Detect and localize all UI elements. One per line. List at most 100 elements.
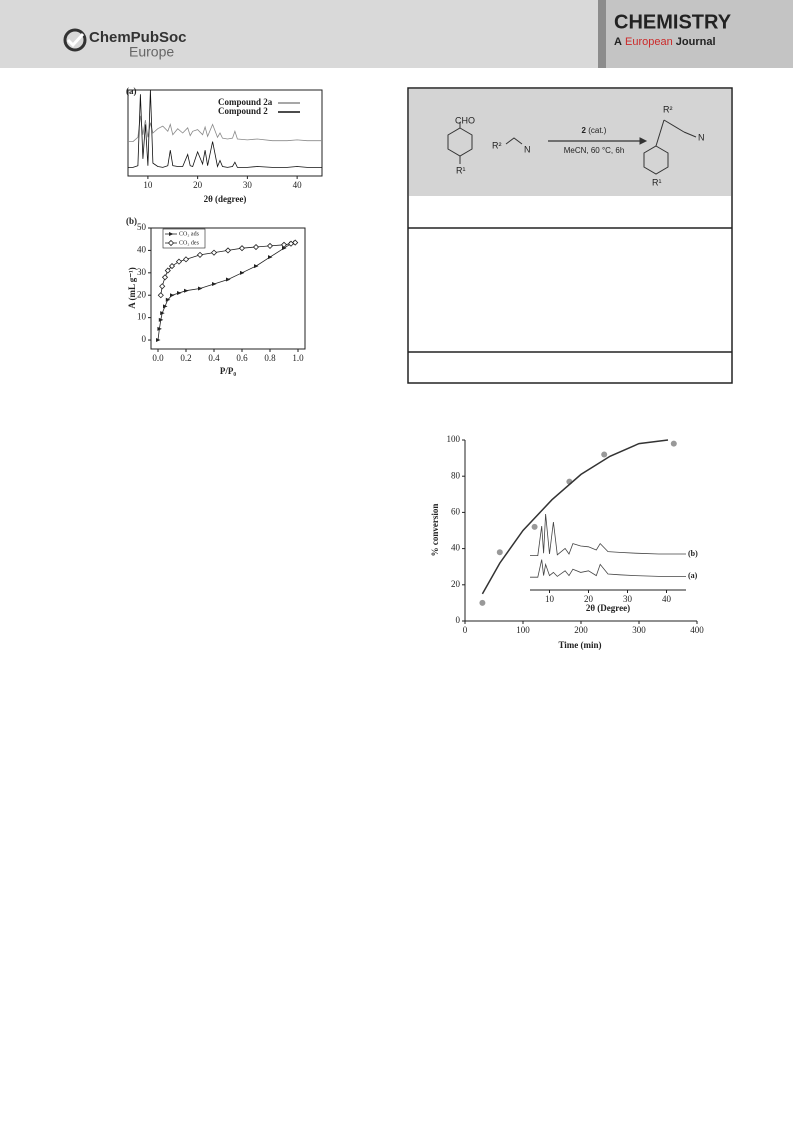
data-point [280, 241, 288, 248]
data-point [531, 523, 538, 530]
y-tick-label: 60 [451, 506, 461, 516]
y-tick-label: 10 [137, 312, 147, 322]
series-label: (a) [688, 571, 698, 580]
series-line [481, 439, 669, 595]
catalyst: 2 (cat.) [582, 126, 607, 135]
structures [447, 119, 697, 175]
data-point [184, 288, 189, 293]
y-tick-label: 0 [456, 615, 461, 625]
y-tick-label: 20 [451, 579, 461, 589]
x-tick-label: 1.0 [292, 353, 304, 363]
chem-label: R¹ [456, 165, 466, 175]
data-point [226, 277, 231, 282]
y-tick-label: 50 [137, 222, 147, 232]
panel-label: (b) [126, 216, 137, 226]
arrowhead [639, 137, 648, 145]
data-point [157, 326, 162, 331]
data-point [212, 282, 217, 287]
chem-label: N [524, 144, 531, 154]
y-tick-label: 40 [137, 244, 147, 254]
data-point [601, 451, 608, 458]
x-tick-label: 100 [516, 625, 530, 635]
chem-label: R² [663, 104, 673, 114]
data-point [268, 255, 273, 260]
data-point [169, 232, 174, 236]
data-point [177, 290, 182, 295]
y-tick-label: 30 [137, 267, 147, 277]
journal-subtitle: A European Journal [614, 36, 716, 48]
bond [659, 119, 665, 134]
legend-label: CO₂ des [179, 240, 200, 246]
x-tick-label: 20 [193, 180, 203, 190]
y-tick-label: 40 [451, 543, 461, 553]
chem-label: R² [492, 140, 502, 150]
data-point [168, 263, 176, 270]
x-tick-label: 10 [545, 594, 555, 604]
data-point [670, 440, 677, 447]
x-tick-label: 200 [574, 625, 588, 635]
data-point [167, 239, 175, 247]
data-point [158, 317, 164, 322]
x-tick-label: 20 [584, 594, 594, 604]
bond [505, 137, 523, 145]
chem-label: N [698, 132, 705, 142]
data-point [252, 243, 260, 251]
data-point [182, 256, 190, 263]
x-tick-label: 0.4 [208, 353, 220, 363]
data-point [163, 304, 168, 309]
data-point [292, 239, 299, 246]
logo-icon [63, 28, 87, 52]
journal-bar [598, 0, 606, 68]
chem-label: R¹ [652, 177, 662, 187]
y-axis-label: A (mL g⁻¹) [127, 267, 137, 308]
x-tick-label: 30 [243, 180, 253, 190]
x-axis-label: Time (min) [558, 640, 601, 650]
data-point [282, 246, 287, 251]
y-axis-label: % conversion [430, 504, 440, 557]
data-point [224, 247, 232, 254]
data-point [156, 338, 161, 343]
series-line [530, 513, 686, 556]
bond [663, 119, 685, 133]
x-tick-label: 0.0 [152, 353, 164, 363]
x-tick-label: 40 [662, 594, 672, 604]
conditions: MeCN, 60 °C, 6h [564, 146, 625, 155]
journal-band [598, 0, 793, 68]
legend-label: Compound 2 [218, 106, 268, 116]
scheme-band [409, 89, 731, 196]
x-tick-label: 0 [463, 625, 468, 635]
panel-label: (a) [126, 86, 137, 96]
bond [655, 132, 661, 147]
data-point [238, 245, 246, 252]
catalyst-note: (cat.) [588, 126, 607, 135]
series-line [530, 559, 686, 578]
x-tick-label: 0.2 [180, 353, 191, 363]
legend-label: CO₂ ads [179, 231, 200, 237]
bond [683, 131, 697, 138]
journal-a: A [614, 36, 622, 48]
chem-label: CHO [455, 115, 475, 125]
x-axis-label: P/P₀ [220, 366, 236, 376]
x-tick-label: 0.6 [236, 353, 248, 363]
x-tick-label: 40 [293, 180, 303, 190]
x-tick-label: 0.8 [264, 353, 276, 363]
journal-title: CHEMISTRY [614, 11, 732, 33]
x-tick-label: 30 [623, 594, 633, 604]
y-tick-label: 80 [451, 470, 461, 480]
x-tick-label: 300 [632, 625, 646, 635]
legend-label: Compound 2a [218, 97, 273, 107]
journal-b: European [625, 36, 673, 48]
data-point [159, 283, 166, 290]
data-point [170, 293, 175, 298]
data-point [160, 311, 165, 316]
ring [643, 145, 669, 175]
data-point [198, 286, 203, 291]
series-line [128, 115, 322, 142]
data-point [254, 264, 259, 269]
data-point [165, 297, 171, 302]
logo-check [66, 32, 85, 48]
series-line [128, 89, 322, 168]
data-point [479, 599, 486, 606]
x-tick-label: 400 [690, 625, 704, 635]
